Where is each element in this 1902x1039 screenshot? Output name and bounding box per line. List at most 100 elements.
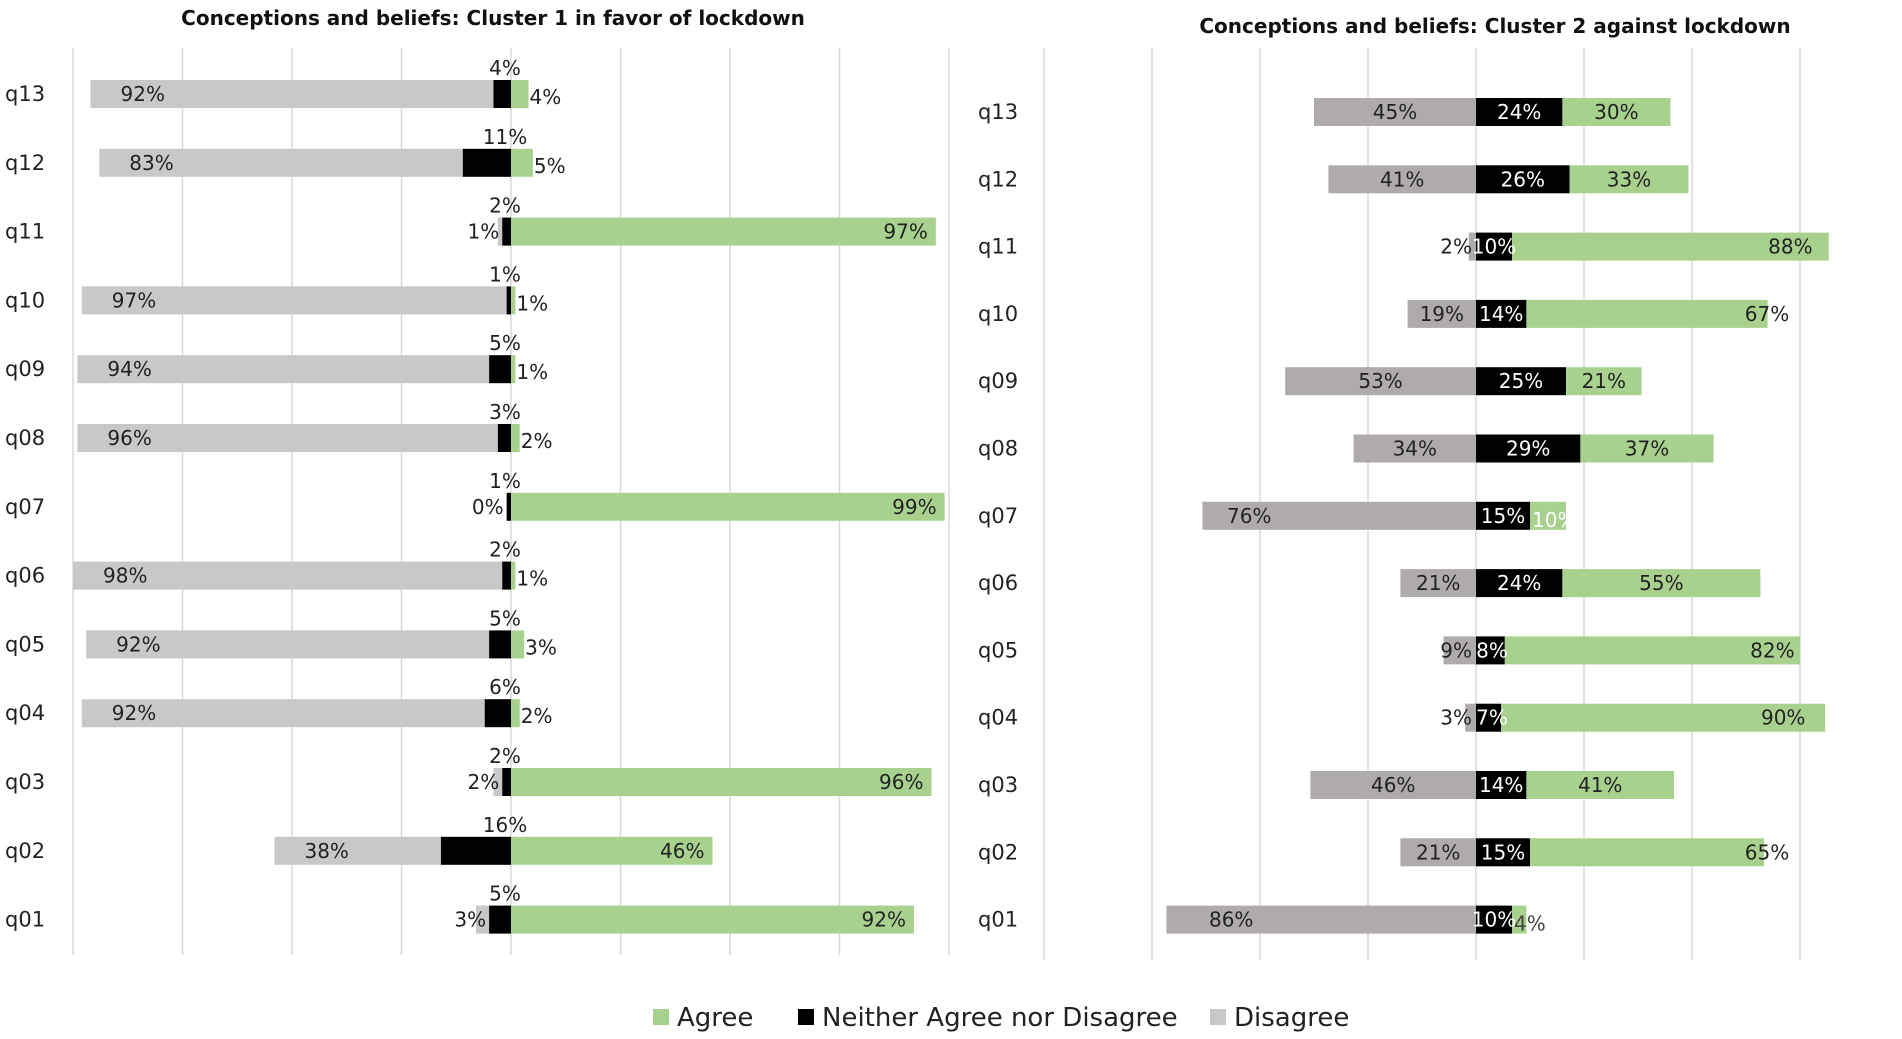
category-label: q13 [5, 82, 45, 106]
category-label: q11 [978, 235, 1018, 259]
data-label-neutral: 15% [1481, 504, 1525, 528]
chart-title: Conceptions and beliefs: Cluster 2 again… [1199, 14, 1790, 38]
category-label: q01 [5, 908, 45, 932]
bar-agree [511, 630, 525, 659]
data-label-agree: 96% [879, 770, 923, 794]
bar-disagree [1328, 165, 1476, 194]
data-label-neutral: 6% [489, 675, 521, 699]
bar-agree [511, 217, 936, 246]
bar-disagree [1166, 905, 1476, 934]
bar-neutral [489, 355, 511, 384]
data-label-agree: 1% [516, 291, 548, 315]
data-label-agree: 21% [1582, 369, 1626, 393]
bar-neutral [502, 561, 511, 590]
category-label: q07 [5, 495, 45, 519]
category-label: q09 [978, 369, 1018, 393]
legend-item-neutral: Neither Agree nor Disagree [798, 1003, 1178, 1033]
bar-row-q09: q09 53% 25% 21% [978, 367, 1642, 396]
data-label-agree: 88% [1768, 235, 1812, 259]
chart-title: Conceptions and beliefs: Cluster 1 in fa… [181, 6, 805, 30]
bar-neutral [440, 836, 511, 865]
data-label-agree: 1% [516, 360, 548, 384]
legend-swatch [653, 1009, 669, 1025]
bar-row-q09: q09 5% 94% 1% [5, 331, 548, 384]
category-label: q02 [5, 839, 45, 863]
bar-agree [1566, 367, 1642, 396]
data-label-neutral: 1% [489, 262, 521, 286]
data-label-disagree: 3% [454, 908, 486, 932]
bar-disagree [99, 148, 463, 177]
data-label-agree: 41% [1578, 773, 1622, 797]
bar-neutral [502, 217, 511, 246]
data-label-disagree: 46% [1371, 773, 1415, 797]
data-label-neutral: 5% [489, 882, 521, 906]
bar-neutral [1476, 299, 1527, 328]
data-label-neutral: 26% [1501, 167, 1545, 191]
data-label-neutral: 24% [1497, 571, 1541, 595]
bar-neutral [1476, 569, 1563, 598]
data-label-disagree: 21% [1416, 571, 1460, 595]
bar-neutral [502, 768, 511, 796]
legend-label: Agree [677, 1003, 753, 1033]
data-label-neutral: 10% [1472, 235, 1516, 259]
category-label: q13 [978, 100, 1018, 124]
data-label-agree: 4% [530, 85, 562, 109]
data-label-neutral: 10% [1472, 908, 1516, 932]
data-label-agree: 97% [883, 220, 927, 244]
bar-agree [511, 148, 533, 177]
bar-row-q04: q04 6% 92% 2% [5, 675, 552, 728]
bar-agree [511, 836, 713, 865]
legend: Agree Neither Agree nor Disagree Disagree [653, 1003, 1349, 1033]
bar-neutral [1476, 703, 1502, 732]
legend-swatch [1210, 1009, 1226, 1025]
data-label-neutral: 1% [489, 469, 521, 493]
bar-agree [511, 905, 914, 934]
bar-disagree [274, 836, 441, 865]
bar-disagree [90, 80, 494, 108]
bar-agree [1562, 98, 1671, 126]
category-label: q10 [978, 302, 1018, 326]
data-label-neutral: 14% [1479, 302, 1523, 326]
data-label-neutral: 8% [1476, 638, 1508, 662]
data-label-agree: 92% [862, 908, 906, 932]
data-label-neutral: 24% [1497, 100, 1541, 124]
category-label: q05 [978, 638, 1018, 662]
bar-neutral [506, 492, 511, 521]
data-label-disagree: 92% [116, 632, 160, 656]
data-label-neutral: 4% [489, 56, 521, 80]
bar-row-q01: q01 5%3% 92% [5, 882, 914, 934]
category-label: q11 [5, 220, 45, 244]
bar-disagree [81, 699, 485, 728]
bar-neutral [1476, 636, 1505, 665]
bar-agree [1504, 636, 1800, 665]
data-label-disagree: 96% [107, 426, 151, 450]
bar-neutral [1476, 501, 1530, 530]
bar-disagree [86, 630, 490, 659]
data-label-disagree: 76% [1227, 504, 1271, 528]
category-label: q02 [978, 840, 1018, 864]
legend-label: Disagree [1234, 1003, 1349, 1033]
category-label: q03 [978, 773, 1018, 797]
bar-neutral [484, 699, 511, 728]
legend-item-agree: Agree [653, 1003, 753, 1033]
bar-agree [511, 699, 520, 728]
data-label-neutral: 7% [1476, 706, 1508, 730]
bar-agree [511, 286, 516, 315]
data-label-disagree: 53% [1358, 369, 1402, 393]
bar-disagree [1285, 367, 1476, 396]
data-label-disagree: 34% [1393, 437, 1437, 461]
bar-row-q06: q06 21% 24% 55% [978, 569, 1761, 598]
data-label-neutral: 5% [489, 331, 521, 355]
bar-row-q08: q08 3% 96% 2% [5, 400, 552, 453]
data-label-agree: 10% [1532, 508, 1576, 532]
bar-agree [511, 768, 932, 796]
data-label-agree: 1% [516, 567, 548, 591]
bar-neutral [506, 286, 511, 315]
data-label-disagree: 38% [304, 839, 348, 863]
bar-neutral [1476, 771, 1527, 799]
data-label-neutral: 3% [489, 400, 521, 424]
data-label-disagree: 2% [468, 770, 500, 794]
bar-disagree [1353, 434, 1476, 463]
data-label-agree: 2% [521, 704, 553, 728]
data-label-disagree: 9% [1440, 638, 1472, 662]
